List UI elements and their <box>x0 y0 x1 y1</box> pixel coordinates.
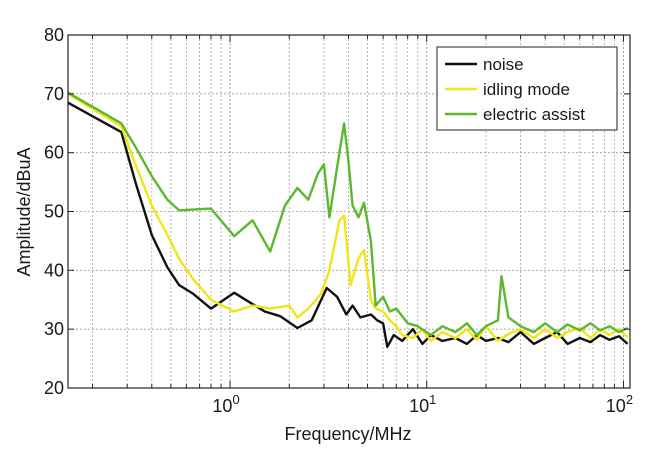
y-tick-label: 20 <box>44 378 64 398</box>
y-tick-labels: 20 30 40 50 60 70 80 <box>44 25 64 398</box>
y-tick-label: 30 <box>44 319 64 339</box>
y-tick-label: 80 <box>44 25 64 45</box>
legend-label: idling mode <box>483 80 570 99</box>
legend-label: noise <box>483 55 524 74</box>
data-series <box>67 91 629 348</box>
grid-lines <box>68 35 630 388</box>
x-tick-label: 100 <box>212 392 239 416</box>
plot-frame <box>67 34 631 389</box>
legend: noise idling mode electric assist <box>436 46 618 131</box>
y-axis-label: Amplitude/dBuA <box>14 147 34 276</box>
y-tick-label: 60 <box>44 143 64 163</box>
y-tick-label: 40 <box>44 260 64 280</box>
series-line-idling-mode <box>67 92 629 343</box>
series-line-electric-assist <box>67 91 629 337</box>
x-tick-label: 102 <box>606 392 633 416</box>
y-tick-label: 70 <box>44 84 64 104</box>
x-axis-label: Frequency/MHz <box>284 424 411 444</box>
x-tick-labels: 100 101 102 <box>212 392 633 416</box>
legend-label: electric assist <box>483 105 585 124</box>
y-tick-label: 50 <box>44 202 64 222</box>
x-tick-label: 101 <box>409 392 436 416</box>
